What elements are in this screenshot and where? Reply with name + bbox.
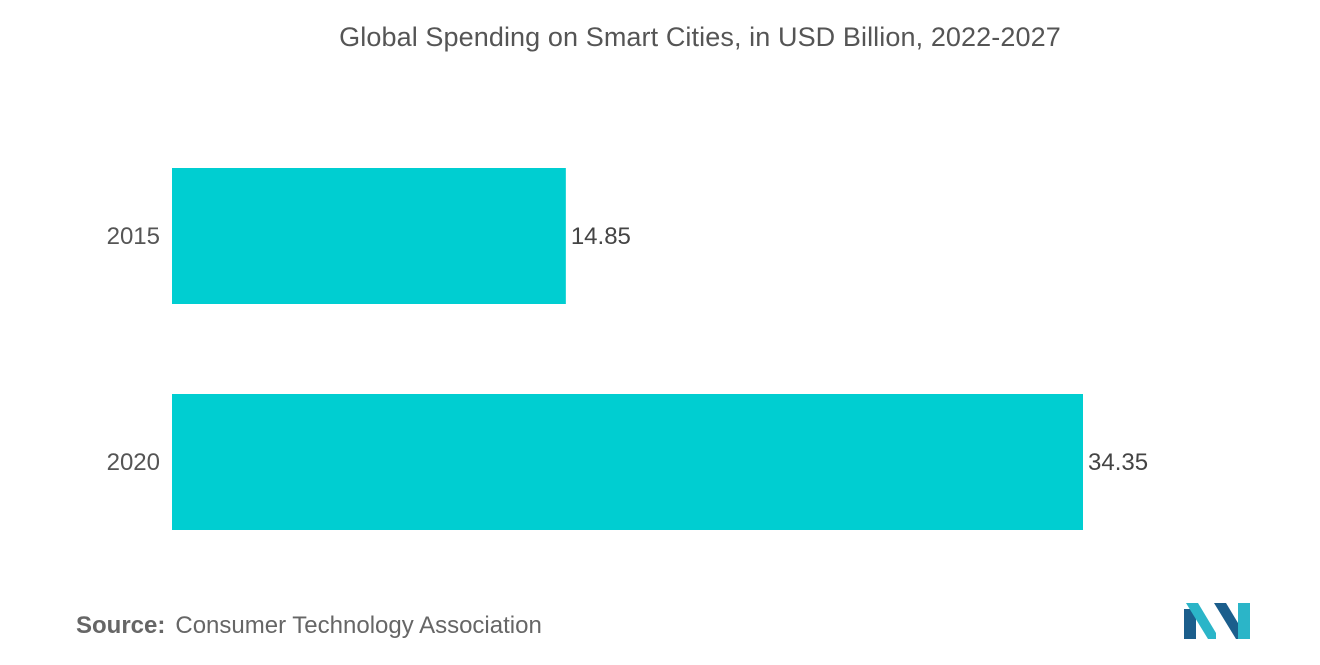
chart-title: Global Spending on Smart Cities, in USD … [339, 22, 1061, 52]
y-tick-label-2015: 2015 [107, 223, 160, 250]
data-label-2020: 34.35 [1088, 449, 1148, 476]
logo-right-diagonal [1214, 603, 1244, 639]
logo-right-stroke [1238, 603, 1250, 639]
source-note: Source: Consumer Technology Association [76, 612, 542, 640]
source-text: Consumer Technology Association [175, 612, 542, 639]
logo-left-stroke [1184, 609, 1196, 639]
y-tick-label-2020: 2020 [107, 449, 160, 476]
source-label: Source: [76, 612, 166, 639]
bar-2015 [172, 168, 566, 304]
mordor-intelligence-logo-icon [1184, 603, 1250, 639]
logo-left-diagonal [1186, 603, 1216, 639]
data-label-2015: 14.85 [571, 223, 631, 250]
bar-2020 [172, 394, 1083, 530]
